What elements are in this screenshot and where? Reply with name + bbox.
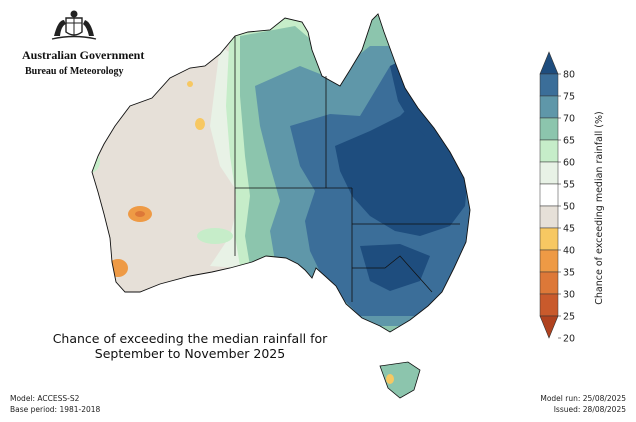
model-run-label: Model run: 25/08/2025 bbox=[540, 394, 626, 403]
state-borders bbox=[234, 36, 460, 302]
colorbar-tick-label: 40 bbox=[563, 246, 575, 257]
colorbar-band bbox=[539, 271, 559, 295]
colorbar-legend: 80 75 70 65 60 55 50 45 40 35 30 25 20 Chance of exc… bbox=[539, 51, 605, 345]
coat-of-arms-logo bbox=[51, 10, 97, 40]
colorbar-band bbox=[539, 205, 559, 229]
map-title-line2: September to November 2025 bbox=[94, 346, 286, 361]
rainfall-outlook-map bbox=[91, 13, 471, 399]
colorbar-tick-label: 45 bbox=[563, 224, 575, 235]
colorbar-tick-label: 50 bbox=[563, 202, 575, 213]
issued-label: Issued: 28/08/2025 bbox=[553, 405, 626, 414]
colorbar-band bbox=[539, 139, 559, 163]
org-name: Australian Government bbox=[22, 48, 145, 62]
colorbar-arrow-top bbox=[539, 51, 559, 75]
colorbar-tick-label: 80 bbox=[563, 70, 575, 81]
colorbar-tick-label: 70 bbox=[563, 114, 575, 125]
colorbar-band bbox=[539, 95, 559, 119]
colorbar-band bbox=[539, 73, 559, 97]
colorbar-blocks bbox=[539, 51, 559, 339]
colorbar-ticks: 80 75 70 65 60 55 50 45 40 35 30 25 20 bbox=[558, 70, 575, 345]
map-title: Chance of exceeding the median rainfall … bbox=[40, 331, 340, 361]
colorbar-title: Chance of exceeding median rainfall (%) bbox=[594, 111, 605, 304]
bureau-name: Bureau of Meteorology bbox=[25, 66, 124, 77]
map-title-line1: Chance of exceeding the median rainfall … bbox=[52, 331, 328, 346]
colorbar-tick-label: 60 bbox=[563, 158, 575, 169]
colorbar-tick-label: 75 bbox=[563, 92, 575, 103]
colorbar-band bbox=[539, 161, 559, 185]
colorbar-tick-label: 25 bbox=[563, 312, 575, 323]
colorbar-band bbox=[539, 117, 559, 141]
colorbar-tick-label: 65 bbox=[563, 136, 575, 147]
colorbar-band bbox=[539, 293, 559, 317]
colorbar-band bbox=[539, 249, 559, 273]
colorbar-arrow-bottom bbox=[539, 315, 559, 339]
colorbar-band bbox=[539, 227, 559, 251]
colorbar-tick-label: 30 bbox=[563, 290, 575, 301]
colorbar-tick-label: 35 bbox=[563, 268, 575, 279]
australia-coastline bbox=[91, 13, 471, 333]
tasmania bbox=[379, 361, 421, 399]
colorbar-tick-label: 55 bbox=[563, 180, 575, 191]
rainfall-probability-fill bbox=[92, 14, 470, 332]
colorbar-band bbox=[539, 183, 559, 207]
colorbar-tick-label: 20 bbox=[563, 334, 575, 345]
model-label: Model: ACCESS-S2 bbox=[10, 394, 80, 403]
base-period-label: Base period: 1981-2018 bbox=[10, 405, 101, 414]
